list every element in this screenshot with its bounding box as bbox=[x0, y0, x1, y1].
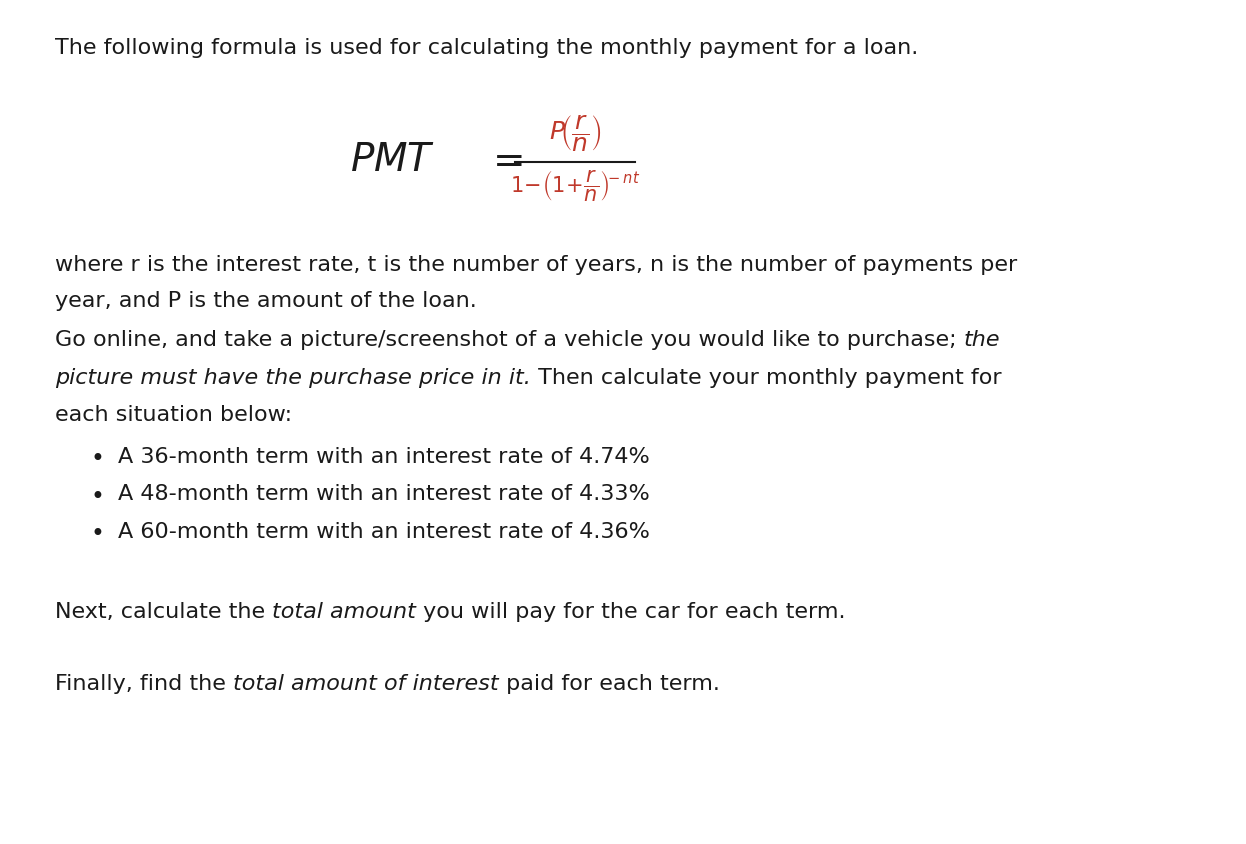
Text: where r is the interest rate, t is the number of years, n is the number of payme: where r is the interest rate, t is the n… bbox=[55, 255, 1017, 275]
Text: A 36-month term with an interest rate of 4.74%: A 36-month term with an interest rate of… bbox=[118, 447, 649, 467]
Text: •: • bbox=[90, 484, 103, 508]
Text: •: • bbox=[90, 447, 103, 471]
Text: Next, calculate the: Next, calculate the bbox=[55, 602, 272, 621]
Text: you will pay for the car for each term.: you will pay for the car for each term. bbox=[416, 602, 846, 621]
Text: The following formula is used for calculating the monthly payment for a loan.: The following formula is used for calcul… bbox=[55, 38, 918, 58]
Text: the: the bbox=[963, 330, 1001, 350]
Text: year, and P is the amount of the loan.: year, and P is the amount of the loan. bbox=[55, 291, 477, 311]
Text: $1\!-\!\left(1\!+\!\dfrac{r}{n}\right)^{\!\!-nt}$: $1\!-\!\left(1\!+\!\dfrac{r}{n}\right)^{… bbox=[510, 168, 640, 203]
Text: $=$: $=$ bbox=[485, 141, 523, 179]
Text: Finally, find the: Finally, find the bbox=[55, 674, 233, 694]
Text: total amount of interest: total amount of interest bbox=[233, 674, 498, 694]
Text: $\mathit{PMT}$: $\mathit{PMT}$ bbox=[350, 141, 435, 179]
Text: each situation below:: each situation below: bbox=[55, 405, 292, 425]
Text: •: • bbox=[90, 522, 103, 546]
Text: A 60-month term with an interest rate of 4.36%: A 60-month term with an interest rate of… bbox=[118, 522, 650, 542]
Text: paid for each term.: paid for each term. bbox=[498, 674, 719, 694]
Text: Go online, and take a picture/screenshot of a vehicle you would like to purchase: Go online, and take a picture/screenshot… bbox=[55, 330, 963, 350]
Text: Then calculate your monthly payment for: Then calculate your monthly payment for bbox=[531, 367, 1002, 387]
Text: A 48-month term with an interest rate of 4.33%: A 48-month term with an interest rate of… bbox=[118, 484, 649, 505]
Text: total amount: total amount bbox=[272, 602, 416, 621]
Text: $P\!\left(\dfrac{r}{n}\right)$: $P\!\left(\dfrac{r}{n}\right)$ bbox=[549, 113, 601, 153]
Text: picture must have the purchase price in it.: picture must have the purchase price in … bbox=[55, 367, 531, 387]
